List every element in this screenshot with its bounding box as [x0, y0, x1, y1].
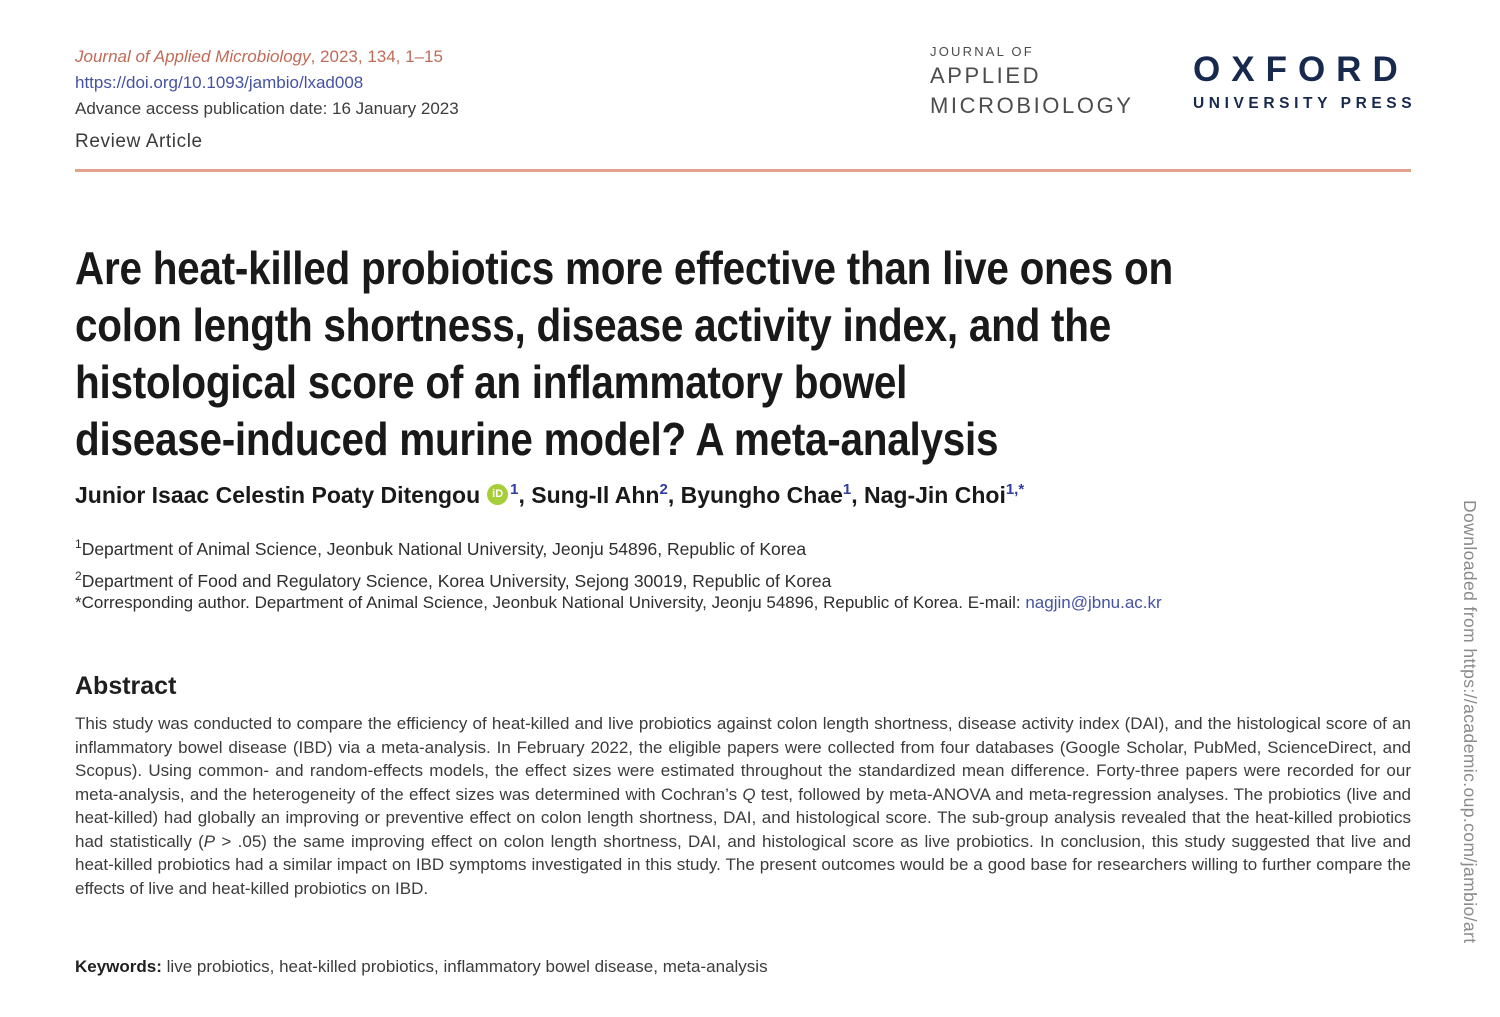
article-title: Are heat-killed probiotics more effectiv… — [75, 240, 1413, 468]
abstract-segment-italic-p: P — [203, 831, 216, 851]
author-separator: , — [518, 482, 532, 508]
affiliation-text: Department of Food and Regulatory Scienc… — [81, 570, 832, 591]
advance-access-date: Advance access publication date: 16 Janu… — [75, 99, 459, 118]
citation-block: Journal of Applied Microbiology, 2023, 1… — [75, 44, 459, 155]
journal-logo: JOURNAL OF APPLIED MICROBIOLOGY — [930, 44, 1134, 119]
affiliation-sup: 1 — [75, 537, 82, 551]
corresponding-author-note: *Corresponding author. Department of Ani… — [75, 593, 1162, 613]
author-name: Sung-Il Ahn — [531, 482, 660, 508]
affiliation-1: 1Department of Animal Science, Jeonbuk N… — [75, 531, 831, 563]
oup-logo: OXFORD UNIVERSITY PRESS — [1193, 50, 1416, 113]
title-line-1: Are heat-killed probiotics more effectiv… — [75, 242, 1173, 294]
header-divider-rule — [75, 169, 1411, 172]
oup-logo-oxford: OXFORD — [1193, 50, 1409, 89]
affiliation-2: 2Department of Food and Regulatory Scien… — [75, 563, 831, 595]
journal-logo-line1: JOURNAL OF — [930, 44, 1034, 59]
author-list: Junior Isaac Celestin Poaty Ditengou iD 1,… — [75, 481, 1025, 509]
doi-link[interactable]: https://doi.org/10.1093/jambio/lxad008 — [75, 73, 364, 92]
author-name: Nag-Jin Choi — [864, 482, 1006, 508]
journal-logo-line2: APPLIED — [930, 63, 1042, 88]
title-line-2: colon length shortness, disease activity… — [75, 299, 1111, 351]
keywords-line: Keywords: live probiotics, heat-killed p… — [75, 957, 768, 977]
corresponding-text: *Corresponding author. Department of Ani… — [75, 593, 1026, 612]
abstract-segment: > .05) the same improving effect on colo… — [75, 831, 1411, 898]
title-line-3: histological score of an inflammatory bo… — [75, 356, 908, 408]
abstract-heading: Abstract — [75, 672, 177, 700]
abstract-segment-italic-q: Q — [742, 784, 756, 804]
author-name: Junior Isaac Celestin Poaty Ditengou — [75, 482, 481, 508]
author-separator: , — [667, 482, 681, 508]
author-name: Byungho Chae — [680, 482, 843, 508]
keywords-text: live probiotics, heat-killed probiotics,… — [161, 957, 768, 976]
author-affiliation-sup: 1,* — [1005, 481, 1025, 498]
journal-name: Journal of Applied Microbiology — [75, 47, 311, 66]
article-type-label: Review Article — [75, 131, 203, 152]
abstract-paragraph: This study was conducted to compare the … — [75, 712, 1411, 900]
author-separator: , — [851, 482, 864, 508]
journal-issue-info: , 2023, 134, 1–15 — [310, 47, 443, 66]
author-affiliation-sup: 2 — [659, 481, 668, 498]
corresponding-email-link[interactable]: nagjin@jbnu.ac.kr — [1025, 593, 1162, 612]
abstract-segment: This study was conducted to compare the … — [75, 714, 1411, 804]
affiliation-text: Department of Animal Science, Jeonbuk Na… — [81, 538, 807, 559]
oup-logo-university-press: UNIVERSITY PRESS — [1193, 95, 1417, 112]
orcid-icon[interactable]: iD — [487, 484, 509, 505]
downloaded-from-watermark: Downloaded from https://academic.oup.com… — [1460, 500, 1480, 944]
affiliation-list: 1Department of Animal Science, Jeonbuk N… — [75, 531, 831, 595]
title-line-4: disease-induced murine model? A meta-ana… — [75, 413, 999, 465]
affiliation-sup: 2 — [75, 568, 82, 583]
author-affiliation-sup: 1 — [510, 481, 519, 498]
journal-citation: Journal of Applied Microbiology, 2023, 1… — [75, 44, 459, 70]
journal-logo-line3: MICROBIOLOGY — [930, 93, 1134, 118]
keywords-label: Keywords: — [75, 957, 162, 976]
author-affiliation-sup: 1 — [842, 481, 852, 498]
abstract-segment: test, followed by meta-ANOVA and meta-re… — [75, 784, 1411, 851]
